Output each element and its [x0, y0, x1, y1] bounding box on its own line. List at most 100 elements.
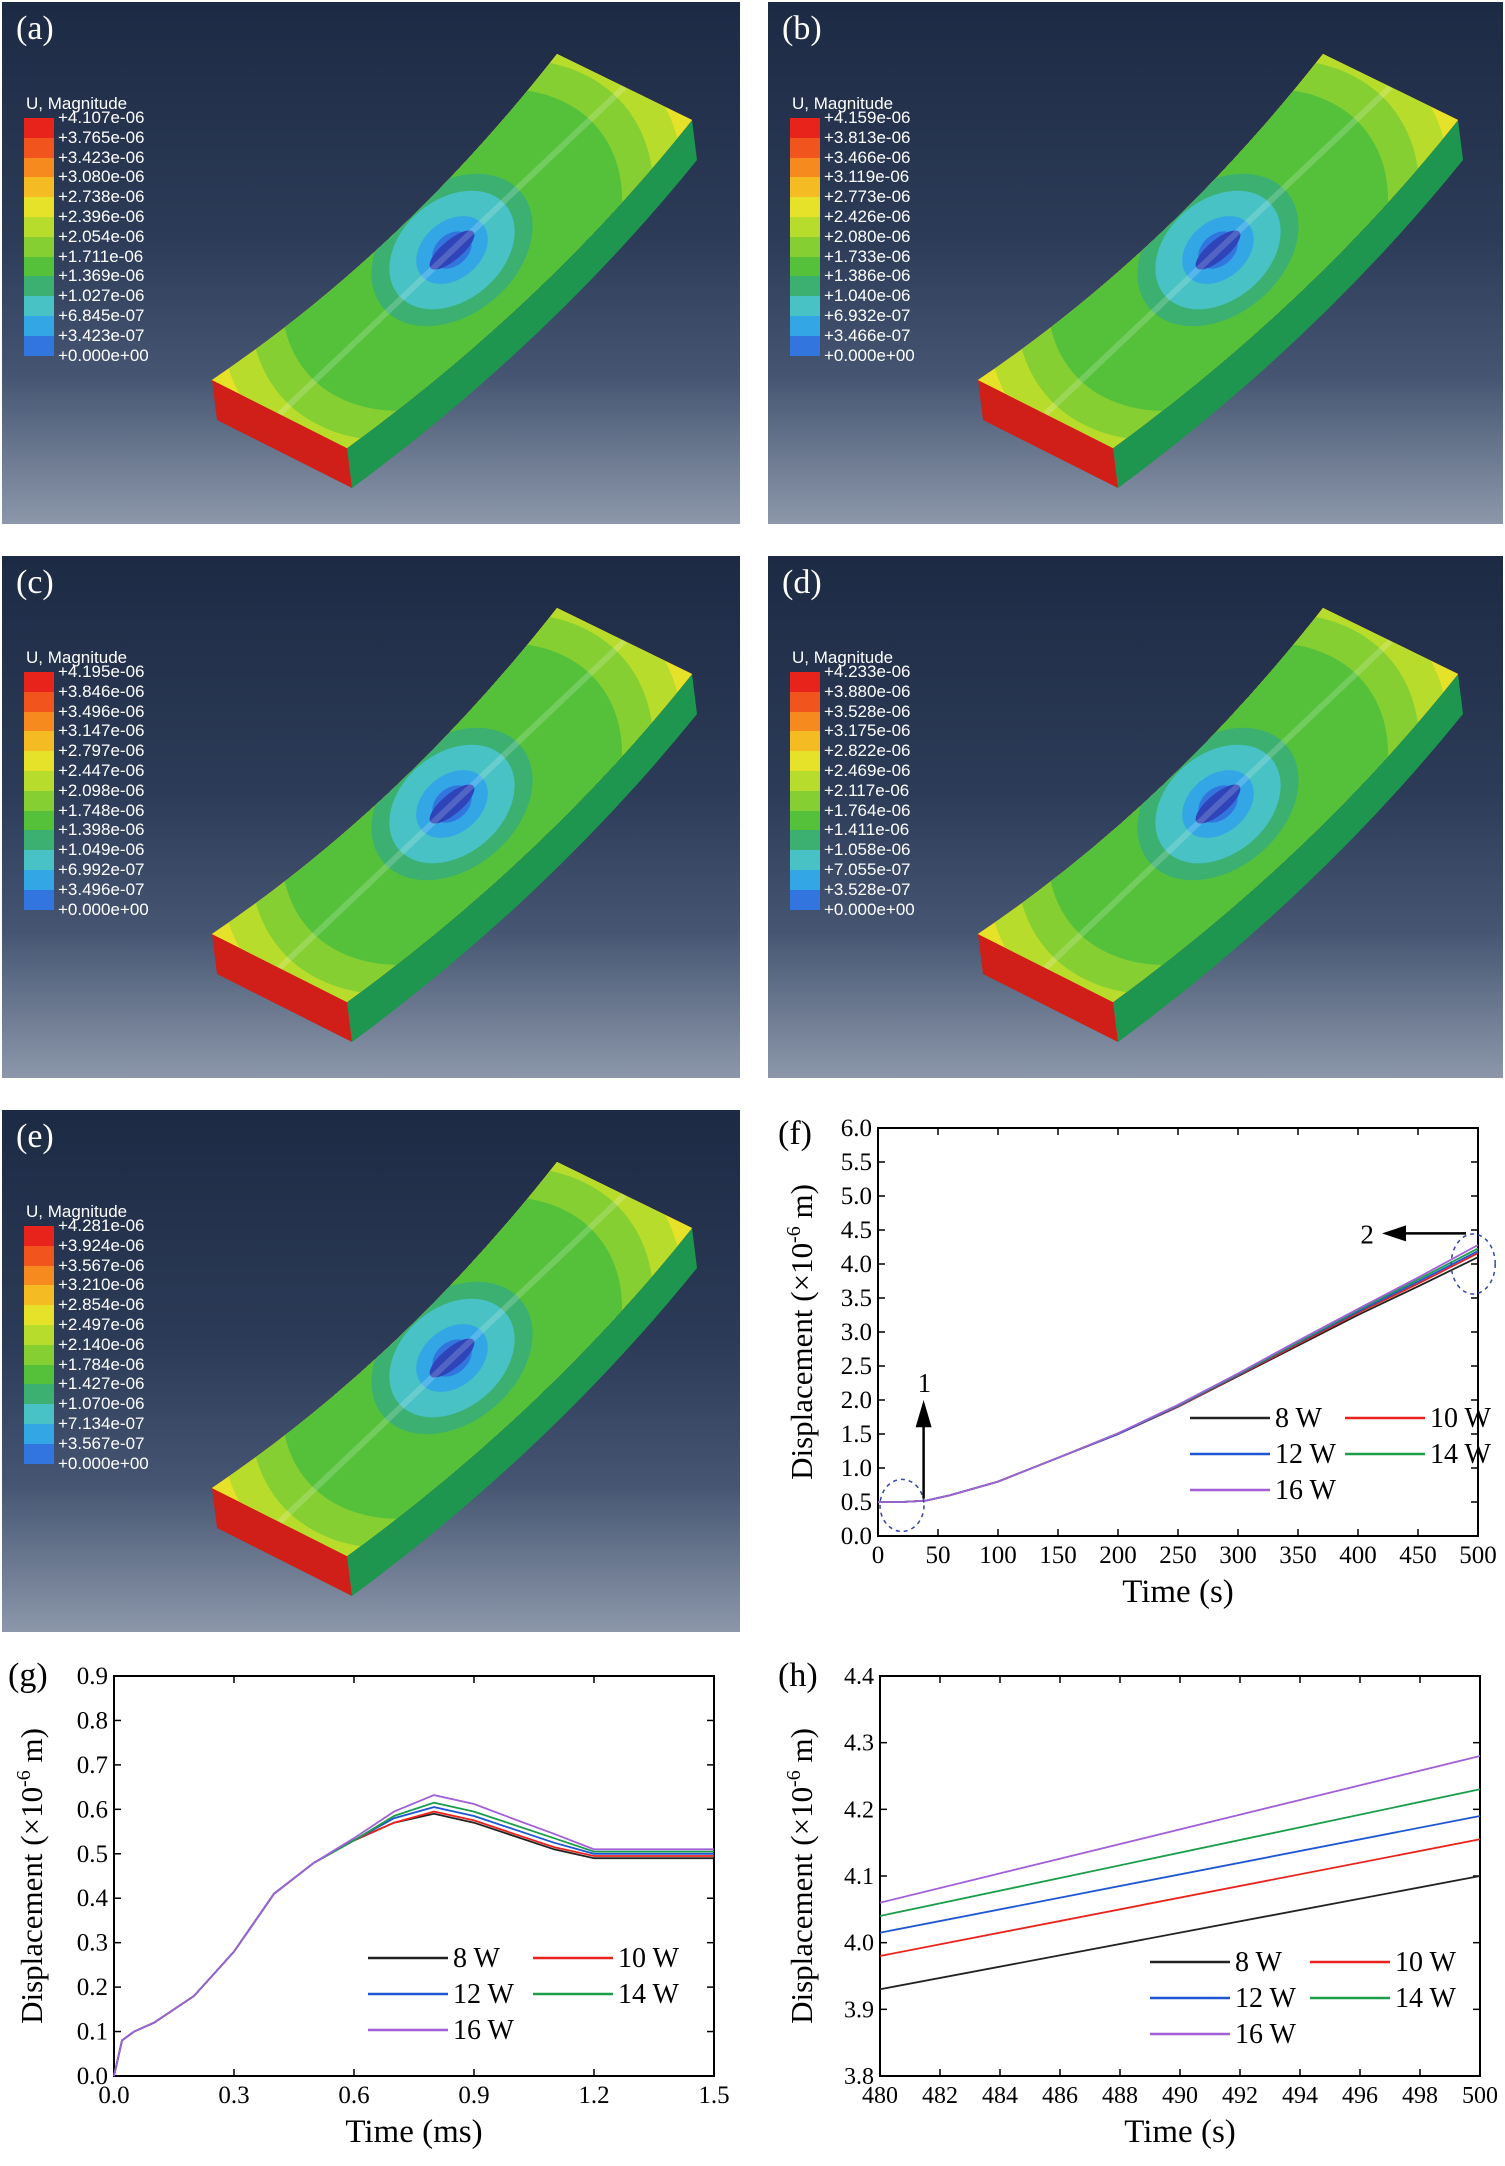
series-line-10w: [879, 1838, 1481, 1957]
contour-legend: U, Magnitude +4.281e-06 +3.924e-06 +3.567e-…: [24, 1202, 149, 1473]
legend-swatch: [24, 177, 54, 198]
x-tick-label: 1.5: [698, 2082, 729, 2109]
annotation-circle: [879, 1478, 925, 1533]
legend-swatch: [24, 1424, 54, 1444]
legend-value: +2.797e-06: [58, 741, 145, 761]
x-tick-label: 0: [872, 1542, 885, 1569]
chart-label: (f): [778, 1115, 812, 1152]
legend-value: +4.159e-06: [824, 108, 911, 127]
legend-value: +3.423e-06: [58, 147, 145, 167]
y-tick-label: 2.0: [841, 1387, 872, 1414]
y-tick-label: 0.4: [77, 1885, 109, 1912]
side-face: [1113, 674, 1463, 1042]
end-face: [978, 934, 1118, 1042]
legend-title: U, Magnitude: [792, 94, 894, 113]
legend-swatch: [24, 1364, 54, 1385]
legend-value: +1.070e-06: [58, 1394, 145, 1414]
y-axis-label: Displacement (×10-6 m): [783, 1728, 819, 2024]
legend-value: +3.528e-06: [824, 701, 911, 721]
legend-value: +3.528e-07: [824, 879, 911, 899]
y-tick-label: 0.5: [841, 1489, 872, 1516]
x-tick-label: 490: [1162, 2083, 1198, 2109]
x-tick-label: 498: [1402, 2083, 1438, 2109]
legend-value: +3.765e-06: [58, 127, 145, 147]
series-line-14w: [879, 1788, 1481, 1917]
legend-value: +3.119e-06: [824, 167, 910, 187]
legend-swatch: [24, 850, 54, 870]
legend-value: +1.748e-06: [58, 800, 145, 820]
legend-value: +1.398e-06: [58, 820, 145, 840]
x-tick-label: 494: [1282, 2083, 1318, 2109]
y-tick-label: 4.0: [844, 1931, 874, 1957]
legend-swatch: [24, 810, 54, 831]
plot-frame: [879, 1675, 1481, 2077]
y-tick-label: 4.4: [844, 1664, 874, 1690]
y-tick-label: 0.8: [77, 1707, 108, 1734]
legend-value: +2.447e-06: [58, 761, 145, 780]
legend-swatch: [790, 217, 820, 237]
legend-value: +3.924e-06: [58, 1235, 145, 1255]
end-face: [212, 380, 352, 488]
legend-value: +1.040e-06: [824, 286, 911, 306]
legend-label: 8 W: [1235, 1947, 1282, 1978]
panel-label: (b): [782, 10, 822, 47]
legend-swatch: [24, 316, 54, 336]
y-tick-label: 3.5: [841, 1285, 872, 1312]
y-tick-label: 6.0: [841, 1115, 872, 1142]
legend-value: +3.175e-06: [824, 721, 911, 741]
x-tick-label: 0.3: [218, 2082, 249, 2109]
legend-label: 16 W: [453, 2015, 514, 2046]
legend-swatch: [24, 1285, 54, 1306]
legend-swatch: [24, 691, 54, 712]
y-tick-label: 0.3: [77, 1930, 108, 1957]
y-axis-label: Displacement (×10-6 m): [13, 1728, 49, 2024]
legend-value: +3.880e-06: [824, 681, 911, 701]
legend-value: +0.000e+00: [58, 1453, 149, 1473]
contour-legend: U, Magnitude +4.233e-06 +3.880e-06 +3.528e-…: [790, 648, 915, 919]
legend-title: U, Magnitude: [792, 648, 894, 667]
legend-swatch: [24, 296, 54, 316]
series-line-8w: [879, 1875, 1481, 1991]
side-face: [347, 674, 697, 1042]
end-face: [212, 1488, 352, 1596]
legend-value: +1.369e-06: [58, 266, 145, 286]
legend-swatch: [24, 889, 54, 910]
legend-label: 14 W: [1395, 1983, 1456, 2014]
x-tick-label: 50: [926, 1542, 951, 1569]
legend-swatch: [790, 118, 820, 138]
legend-value: +1.049e-06: [58, 840, 145, 860]
x-tick-label: 486: [1042, 2083, 1078, 2109]
side-face: [347, 1228, 697, 1596]
y-tick-label: 3.9: [844, 1997, 874, 2023]
x-tick-label: 0.0: [98, 2082, 129, 2109]
legend-swatch: [790, 810, 820, 831]
panel-b: (b) U, Magnitude +4.159e-06 +3.813e-06 +3.4…: [768, 2, 1503, 524]
x-tick-label: 480: [862, 2083, 898, 2109]
legend-title: U, Magnitude: [26, 1202, 128, 1221]
x-tick-label: 0.6: [338, 2082, 369, 2109]
y-tick-label: 0.9: [77, 1663, 108, 1690]
legend-value: +2.098e-06: [58, 780, 145, 800]
legend-value: +4.107e-06: [58, 108, 145, 127]
x-tick-label: 300: [1219, 1542, 1257, 1569]
x-tick-label: 500: [1459, 1542, 1497, 1569]
series-line-16w: [879, 1755, 1481, 1904]
legend-value: +6.845e-07: [58, 306, 145, 325]
legend-swatch: [790, 316, 820, 336]
legend-swatch: [790, 711, 820, 732]
legend-value: +1.764e-06: [824, 800, 911, 820]
legend-swatch: [790, 830, 820, 851]
legend-swatch: [24, 197, 54, 217]
legend-value: +0.000e+00: [824, 899, 915, 919]
plot-frame: [113, 1675, 715, 2077]
legend-swatch: [24, 217, 54, 237]
x-axis-label: Time (s): [1122, 1574, 1234, 1610]
legend-value: +2.140e-06: [58, 1334, 145, 1354]
legend-swatch: [790, 691, 820, 712]
legend-value: +3.846e-06: [58, 681, 145, 701]
legend-swatch: [24, 1265, 54, 1286]
legend-swatch: [24, 1325, 54, 1345]
panel-a: (a) U, Magnitude +4.107e-06 +3.765e-06 +3.4…: [2, 2, 740, 524]
legend-value: +3.466e-07: [824, 325, 911, 345]
legend-value: +3.496e-06: [58, 701, 145, 721]
